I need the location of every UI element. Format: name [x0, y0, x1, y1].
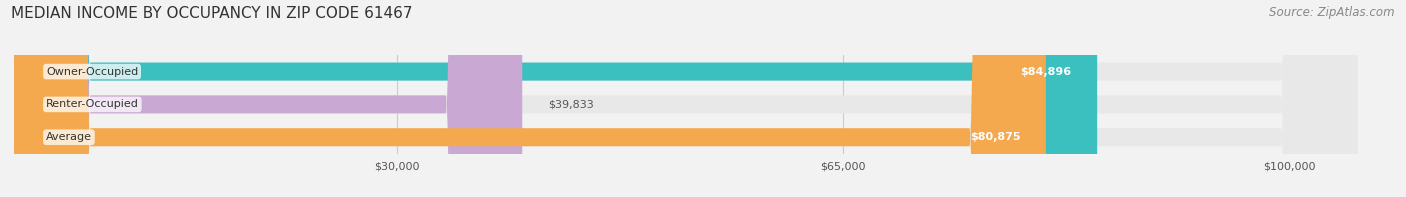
- Text: $84,896: $84,896: [1021, 67, 1071, 77]
- FancyBboxPatch shape: [14, 0, 1358, 197]
- FancyBboxPatch shape: [14, 0, 1358, 197]
- Text: $39,833: $39,833: [548, 99, 593, 109]
- Text: $80,875: $80,875: [970, 132, 1021, 142]
- Text: MEDIAN INCOME BY OCCUPANCY IN ZIP CODE 61467: MEDIAN INCOME BY OCCUPANCY IN ZIP CODE 6…: [11, 6, 413, 21]
- FancyBboxPatch shape: [14, 0, 1097, 197]
- Text: Owner-Occupied: Owner-Occupied: [46, 67, 138, 77]
- Text: Average: Average: [46, 132, 91, 142]
- FancyBboxPatch shape: [14, 0, 1358, 197]
- FancyBboxPatch shape: [14, 0, 1046, 197]
- Text: Renter-Occupied: Renter-Occupied: [46, 99, 139, 109]
- Text: Source: ZipAtlas.com: Source: ZipAtlas.com: [1270, 6, 1395, 19]
- FancyBboxPatch shape: [14, 0, 522, 197]
